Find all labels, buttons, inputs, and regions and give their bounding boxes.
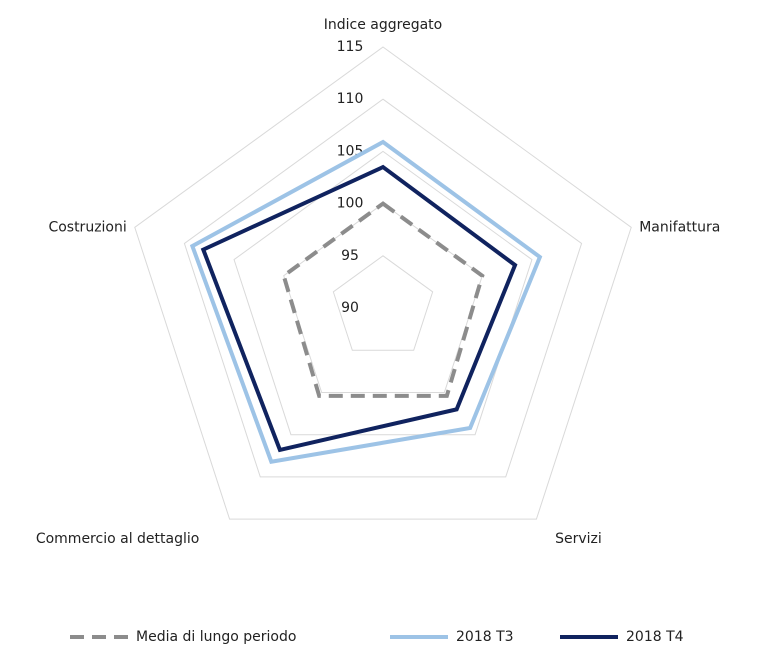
axis-label: Manifattura: [639, 219, 720, 235]
grid-line: [183, 98, 583, 478]
grid-line: [332, 255, 434, 351]
legend-label: 2018 T3: [456, 629, 514, 645]
series-line: [281, 201, 485, 398]
series-line: [189, 139, 543, 464]
spoke: [383, 308, 536, 519]
axis-label: Indice aggregato: [324, 17, 442, 33]
axis-label: Commercio al dettaglio: [36, 531, 200, 547]
series-line: [200, 164, 518, 453]
y-tick-label: 95: [341, 248, 359, 264]
grid-line: [233, 150, 533, 436]
grid-line: [283, 202, 483, 393]
y-tick-label: 100: [337, 196, 364, 212]
legend-label: Media di lungo periodo: [136, 629, 296, 645]
axis-label: Servizi: [555, 531, 602, 547]
spoke: [135, 227, 383, 308]
spoke: [383, 227, 631, 308]
legend-label: 2018 T4: [626, 629, 684, 645]
y-tick-label: 110: [337, 91, 364, 107]
axis-label: Costruzioni: [48, 219, 126, 235]
y-tick-label: 115: [337, 39, 364, 55]
y-tick-label: 90: [341, 300, 359, 316]
grid-line: [134, 46, 632, 520]
